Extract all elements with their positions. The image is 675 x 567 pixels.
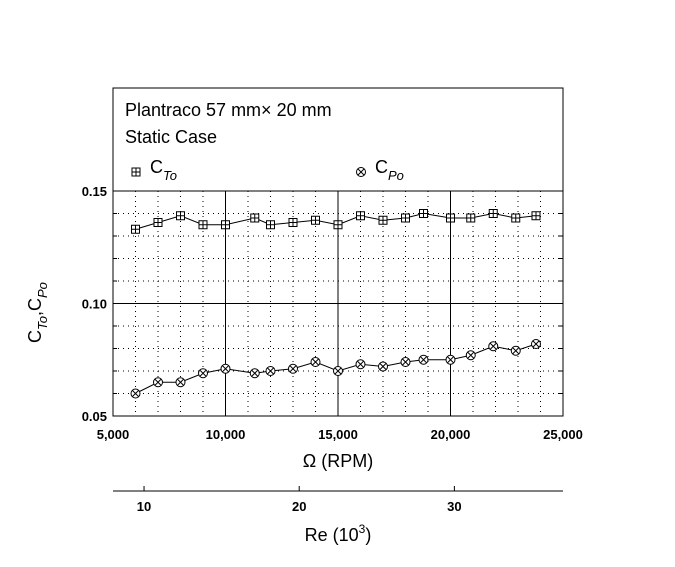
x-tick-label: 5,000	[97, 427, 130, 442]
legend-label-cto: CTo	[150, 157, 177, 183]
data-point-cto	[466, 213, 476, 223]
legend: CTo CPo	[131, 157, 404, 183]
marker-x-b	[447, 356, 454, 364]
data-point-cpo	[531, 339, 541, 349]
series-layer	[130, 209, 541, 399]
data-point-cto	[356, 211, 365, 221]
data-point-cto	[131, 224, 140, 234]
y-axis-label-c1: C	[25, 330, 45, 343]
data-point-cpo	[465, 350, 476, 361]
data-point-cto	[153, 218, 163, 227]
data-point-cpo	[220, 363, 231, 374]
data-point-cpo	[445, 354, 456, 365]
data-point-cto	[511, 213, 521, 223]
secondary-tick-label: 20	[292, 499, 306, 514]
y-axis-label-c2: C	[25, 298, 45, 311]
axis-ticks	[113, 213, 563, 394]
marker-x-b	[289, 365, 297, 373]
data-point-cto	[378, 215, 388, 225]
x-tick-label: 10,000	[206, 427, 246, 442]
y-tick-label: 0.05	[82, 409, 107, 424]
data-point-cto	[250, 213, 260, 223]
data-point-cto	[266, 220, 275, 230]
data-point-cto	[419, 209, 428, 218]
marker-x-b	[267, 367, 274, 375]
marker-x-b	[177, 378, 184, 386]
y-tick-label: 0.10	[82, 297, 107, 312]
data-point-cto	[288, 218, 298, 227]
legend-label-cto-sub: To	[163, 168, 177, 183]
x-tick-label: 20,000	[431, 427, 471, 442]
data-point-cpo	[488, 341, 499, 352]
marker-x-b	[512, 347, 520, 355]
data-point-cpo	[333, 366, 343, 376]
data-point-cpo	[130, 388, 141, 399]
data-point-cto	[531, 211, 541, 221]
marker-x-b	[357, 360, 364, 368]
data-point-cpo	[153, 377, 163, 388]
legend-symbol-cto	[131, 167, 141, 177]
secondary-axis-label-close: )	[365, 525, 371, 545]
data-point-cto	[401, 213, 410, 223]
y-axis-label-sub2: Po	[35, 282, 50, 298]
data-point-cto	[176, 211, 185, 221]
data-point-cpo	[418, 354, 429, 365]
marker-x-b	[199, 369, 207, 377]
x-tick-labels: 5,000 10,000 15,000 20,000 25,000	[97, 427, 583, 442]
data-point-cpo	[198, 368, 208, 379]
marker-x-b	[154, 378, 162, 386]
marker-x-b	[532, 340, 540, 348]
data-point-cto	[311, 215, 320, 225]
marker-x-b	[489, 342, 497, 350]
marker-x-b	[251, 369, 259, 377]
data-point-cto	[221, 220, 230, 230]
secondary-tick-label: 30	[447, 499, 461, 514]
legend-label-cpo-sub: Po	[388, 168, 404, 183]
secondary-tick-label: 10	[137, 499, 151, 514]
secondary-axis-ticks: 10 20 30	[137, 486, 462, 514]
y-axis-label-comma: ,	[25, 311, 45, 316]
marker-x-b	[379, 363, 387, 370]
data-point-cpo	[378, 361, 388, 372]
chart-title-line-1: Plantraco 57 mm× 20 mm	[125, 100, 332, 120]
y-tick-label: 0.15	[82, 184, 107, 199]
y-axis-label-sub1: To	[35, 316, 50, 330]
legend-label-cpo-base: C	[375, 157, 388, 177]
data-point-cto	[333, 220, 343, 230]
x-axis-label: Ω (RPM)	[303, 451, 373, 471]
legend-marker-cpo	[356, 167, 366, 177]
marker-x-b	[467, 351, 475, 359]
marker-x-b	[357, 168, 365, 176]
secondary-axis-label-sup: 3	[359, 522, 366, 536]
secondary-axis-label-base: Re (10	[305, 525, 359, 545]
chart-title-line-2: Static Case	[125, 127, 217, 147]
data-point-cpo	[355, 359, 366, 370]
data-point-cpo	[175, 377, 186, 388]
data-point-cto	[198, 220, 208, 230]
data-point-cpo	[400, 357, 411, 367]
legend-label-cpo: CPo	[375, 157, 404, 183]
legend-marker-cto	[131, 167, 141, 177]
data-point-cpo	[265, 366, 276, 376]
data-point-cpo	[310, 357, 321, 367]
marker-x-b	[132, 390, 139, 397]
marker-x-b	[402, 358, 409, 366]
y-tick-labels: 0.05 0.10 0.15	[82, 184, 107, 424]
data-point-cpo	[288, 363, 298, 374]
legend-symbol-cpo	[356, 167, 366, 177]
data-point-cto	[446, 213, 455, 223]
marker-x-b	[420, 356, 427, 364]
data-point-cto	[488, 209, 498, 218]
data-point-cpo	[249, 368, 260, 379]
y-axis-label: CTo,CPo	[25, 282, 50, 343]
data-point-cpo	[510, 345, 521, 356]
x-tick-label: 15,000	[318, 427, 358, 442]
marker-x-b	[222, 365, 229, 373]
secondary-axis-label: Re (103)	[305, 522, 372, 545]
x-tick-label: 25,000	[543, 427, 583, 442]
marker-x-b	[334, 367, 342, 375]
legend-label-cto-base: C	[150, 157, 163, 177]
marker-x-b	[312, 358, 319, 366]
